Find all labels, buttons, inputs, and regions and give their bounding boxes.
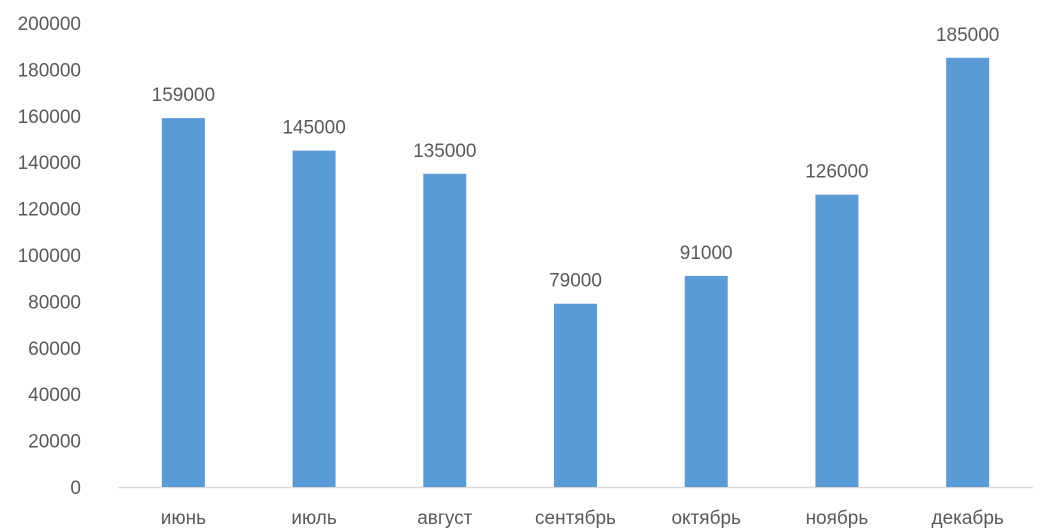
- category-label: август: [417, 508, 472, 528]
- data-label: 185000: [936, 25, 999, 46]
- y-tick-label: 200000: [18, 14, 81, 35]
- y-tick-label: 140000: [18, 153, 81, 174]
- category-label: ноябрь: [806, 508, 869, 528]
- bar-3: [423, 173, 467, 488]
- x-axis-category-labels: июнь июль август сентябрь октябрь ноябрь декаб…: [161, 508, 1004, 528]
- bar-6: [815, 194, 859, 487]
- data-label: 79000: [549, 271, 602, 292]
- y-tick-label: 0: [70, 478, 81, 499]
- y-tick-label: 40000: [28, 385, 81, 406]
- bar-5: [684, 275, 728, 487]
- category-label: июль: [291, 508, 337, 528]
- category-label: октябрь: [671, 508, 741, 528]
- data-label: 159000: [152, 85, 215, 106]
- y-axis-tick-labels: 0 20000 40000 60000 80000 100000 120000 140000 1…: [18, 14, 81, 499]
- bars-group: [161, 57, 990, 488]
- data-label: 135000: [413, 141, 476, 162]
- data-label: 145000: [282, 118, 345, 139]
- y-tick-label: 160000: [18, 107, 81, 128]
- y-tick-label: 180000: [18, 60, 81, 81]
- data-label: 126000: [805, 162, 868, 183]
- bar-7: [946, 57, 990, 488]
- category-label: сентябрь: [535, 508, 616, 528]
- bar-1: [161, 118, 205, 488]
- data-label: 91000: [680, 243, 733, 264]
- y-tick-label: 100000: [18, 246, 81, 267]
- data-labels-group: 159000 145000 135000 79000 91000 126000 185000: [152, 25, 1000, 292]
- category-label: июнь: [161, 508, 206, 528]
- bar-4: [554, 303, 597, 487]
- y-tick-label: 60000: [28, 339, 81, 360]
- y-tick-label: 120000: [18, 200, 81, 221]
- y-tick-label: 80000: [28, 292, 81, 313]
- y-tick-label: 20000: [28, 432, 81, 453]
- category-label: декабрь: [931, 508, 1003, 528]
- bar-2: [292, 150, 336, 487]
